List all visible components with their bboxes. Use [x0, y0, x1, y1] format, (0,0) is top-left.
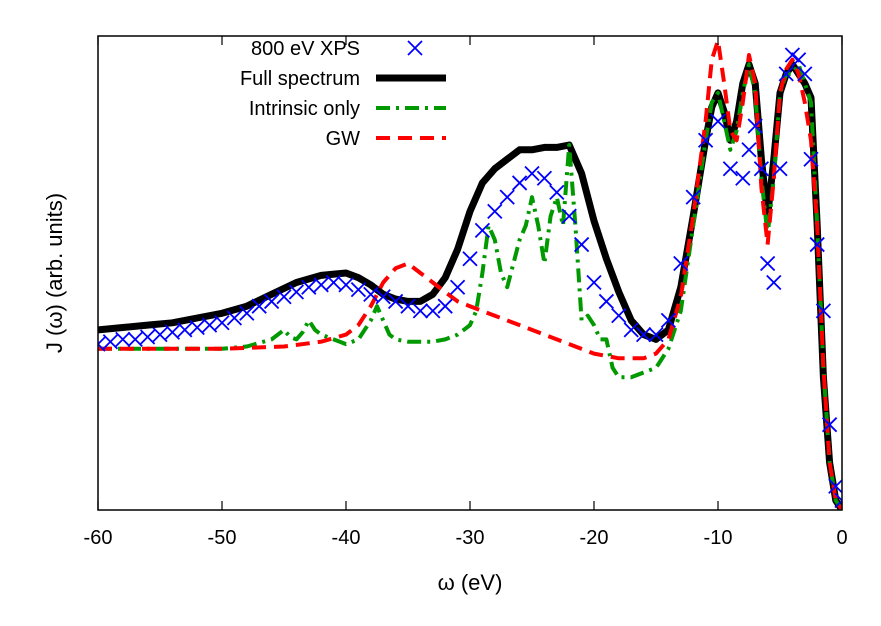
data-point-x-marker — [549, 184, 565, 201]
legend-entry: Full spectrum — [240, 68, 446, 90]
data-point-x-marker — [338, 277, 354, 293]
data-point-x-marker — [301, 279, 317, 295]
x-tick-label: 0 — [836, 527, 847, 549]
data-point-x-marker — [828, 478, 842, 494]
data-point-x-marker — [201, 317, 218, 333]
data-point-x-marker — [263, 293, 280, 310]
data-point-x-marker — [735, 170, 751, 186]
data-point-x-marker — [139, 329, 156, 345]
y-axis-title: J (ω) (arb. units) — [42, 193, 67, 353]
data-point-x-marker — [412, 303, 429, 319]
data-point-x-marker — [449, 279, 466, 295]
data-point-x-marker — [363, 286, 379, 302]
data-point-x-marker — [586, 274, 602, 291]
data-point-x-marker — [350, 281, 367, 298]
data-point-x-marker — [722, 161, 739, 177]
data-point-x-marker — [387, 293, 404, 310]
x-tick-label: -40 — [332, 527, 361, 549]
data-point-x-marker — [115, 331, 131, 347]
data-point-x-marker — [226, 310, 243, 326]
data-point-x-marker — [766, 274, 782, 291]
data-point-x-marker — [127, 331, 143, 347]
data-point-x-marker — [536, 170, 553, 186]
series-line-full-spectrum — [98, 60, 842, 510]
series-line-intrinsic-only — [98, 62, 842, 510]
data-point-x-marker — [462, 251, 478, 267]
data-point-x-marker — [685, 189, 701, 205]
legend-label: 800 eV XPS — [251, 38, 360, 60]
data-point-x-marker — [573, 236, 590, 253]
series-xps-markers — [98, 47, 842, 509]
data-point-x-marker — [821, 417, 838, 433]
series-line-gw — [98, 38, 842, 510]
data-point-x-marker — [803, 151, 819, 167]
legend-entry: 800 eV XPS — [251, 38, 423, 60]
data-point-x-marker — [276, 289, 292, 305]
data-point-x-marker — [251, 298, 267, 314]
data-point-x-marker — [400, 298, 416, 314]
data-point-x-marker — [635, 326, 652, 343]
data-point-x-marker — [102, 334, 119, 350]
plot-frame — [97, 35, 843, 511]
data-point-x-marker — [747, 118, 763, 134]
x-tick-label: -60 — [84, 527, 113, 549]
data-point-x-marker — [797, 66, 813, 82]
data-point-x-marker — [710, 113, 726, 129]
data-point-x-marker — [524, 165, 540, 182]
legend-marker — [407, 40, 423, 56]
x-axis: -60 -50 -40 -30 -20 -10 0 — [84, 36, 848, 549]
data-point-x-marker — [511, 175, 528, 191]
data-point-x-marker — [214, 315, 230, 331]
data-point-x-marker — [437, 298, 453, 314]
x-axis-title: ω (eV) — [438, 570, 503, 595]
data-point-x-marker — [152, 326, 168, 343]
data-point-x-marker — [325, 274, 342, 291]
data-point-x-marker — [673, 255, 689, 272]
data-point-x-marker — [177, 322, 193, 338]
data-point-x-marker — [425, 303, 441, 319]
data-point-x-marker — [741, 142, 757, 158]
x-tick-label: -30 — [456, 527, 485, 549]
data-point-x-marker — [164, 324, 181, 340]
data-point-x-marker — [611, 308, 627, 324]
legend: 800 eV XPS Full spectrum Intrinsic only GW — [240, 38, 446, 150]
data-point-x-marker — [778, 66, 794, 82]
legend-label: Full spectrum — [240, 68, 360, 90]
data-point-x-marker — [499, 189, 515, 205]
data-point-x-marker — [753, 161, 770, 177]
data-point-x-marker — [98, 336, 106, 352]
data-point-x-marker — [487, 203, 503, 220]
x-tick-label: -50 — [208, 527, 237, 549]
data-point-x-marker — [189, 319, 205, 336]
data-point-x-marker — [561, 208, 577, 224]
data-point-x-marker — [375, 289, 391, 305]
data-point-x-marker — [239, 305, 255, 321]
data-point-x-marker — [474, 222, 491, 238]
legend-entry: Intrinsic only — [249, 98, 446, 120]
legend-entry: GW — [326, 128, 446, 150]
legend-label: GW — [326, 128, 361, 150]
data-point-x-marker — [697, 132, 714, 148]
data-point-x-marker — [790, 52, 807, 68]
data-point-x-marker — [623, 322, 639, 338]
data-point-x-marker — [809, 236, 825, 253]
data-point-x-marker — [648, 326, 664, 343]
data-point-x-marker — [834, 492, 842, 509]
x-tick-label: -10 — [704, 527, 733, 549]
series-layer — [98, 38, 842, 510]
data-point-x-marker — [772, 161, 788, 177]
x-tick-label: -20 — [580, 527, 609, 549]
legend-label: Intrinsic only — [249, 98, 360, 120]
data-point-x-marker — [815, 303, 832, 319]
data-point-x-marker — [288, 284, 305, 300]
data-point-x-marker — [759, 255, 776, 272]
data-point-x-marker — [660, 312, 677, 329]
data-point-x-marker — [598, 293, 615, 310]
data-point-x-marker — [313, 277, 329, 293]
data-point-x-marker — [784, 47, 801, 63]
